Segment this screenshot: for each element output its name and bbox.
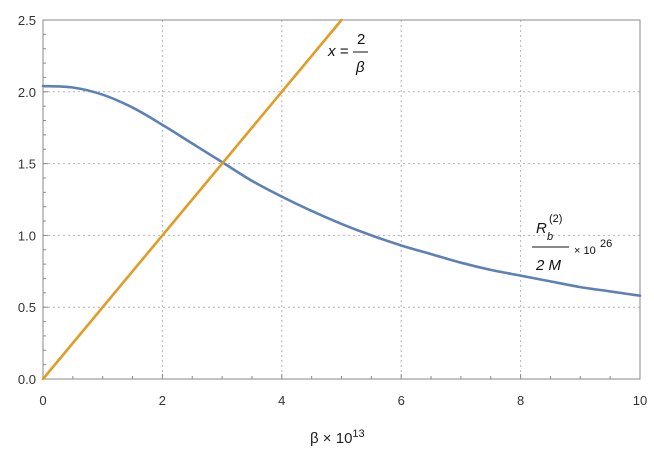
rb-curve-line	[41, 84, 642, 298]
y-tick-label: 0.5	[18, 300, 36, 315]
y-tick-label: 2.5	[18, 13, 36, 28]
y-tick-label: 1.5	[18, 157, 36, 172]
x-equals-2-over-beta-line	[41, 18, 343, 381]
x-tick-label: 4	[278, 393, 285, 408]
x-axis-title-exponent: 13	[352, 428, 364, 440]
x-tick-label: 2	[159, 393, 166, 408]
y-tick-label: 0.0	[18, 372, 36, 387]
line-annotation-lhs: x =	[327, 43, 349, 60]
x-tick-label: 10	[633, 393, 647, 408]
curve-annotation-numerator: R	[536, 220, 547, 237]
curve-annotation-subscript: b	[547, 231, 553, 243]
x-tick-label: 8	[517, 393, 524, 408]
x-axis-title: β × 1013	[310, 428, 365, 447]
grid	[43, 19, 641, 379]
curve-annotation: R b (2) 2 M × 10 26	[532, 213, 612, 274]
y-tick-label: 2.0	[18, 85, 36, 100]
series	[41, 18, 642, 381]
x-tick-label: 6	[398, 393, 405, 408]
axes	[42, 19, 641, 380]
x-tick-label: 0	[39, 393, 46, 408]
line-annotation-numerator: 2	[357, 31, 365, 48]
curve-annotation-superscript: (2)	[549, 213, 562, 225]
plot-frame	[42, 19, 641, 380]
line-annotation-denominator: β	[355, 59, 365, 76]
curve-annotation-multiplier: × 10	[574, 245, 596, 257]
y-tick-label: 1.0	[18, 228, 36, 243]
x-axis-title-base: β × 10	[310, 430, 352, 447]
curve-annotation-denominator: 2 M	[535, 257, 562, 274]
ticks: 0 2 4 6 8 10 0.0 0.5 1.0 1.5 2.0 2.5	[18, 13, 647, 408]
line-annotation: x = 2 β	[327, 31, 368, 76]
curve-annotation-exponent: 26	[600, 238, 612, 250]
